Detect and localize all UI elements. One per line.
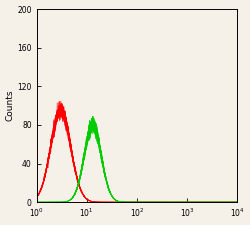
Y-axis label: Counts: Counts — [6, 90, 15, 121]
